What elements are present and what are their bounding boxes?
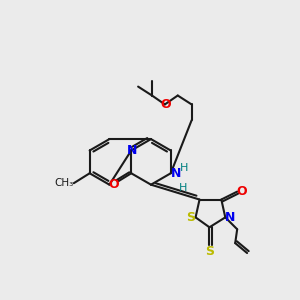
Text: O: O <box>160 98 171 111</box>
Text: S: S <box>205 244 214 258</box>
Text: N: N <box>127 144 137 157</box>
Text: O: O <box>237 185 248 198</box>
Text: S: S <box>186 211 195 224</box>
Text: H: H <box>179 183 188 193</box>
Text: N: N <box>170 167 181 180</box>
Text: O: O <box>108 178 119 191</box>
Text: H: H <box>179 163 188 173</box>
Text: CH₃: CH₃ <box>54 178 74 188</box>
Text: N: N <box>225 211 236 224</box>
